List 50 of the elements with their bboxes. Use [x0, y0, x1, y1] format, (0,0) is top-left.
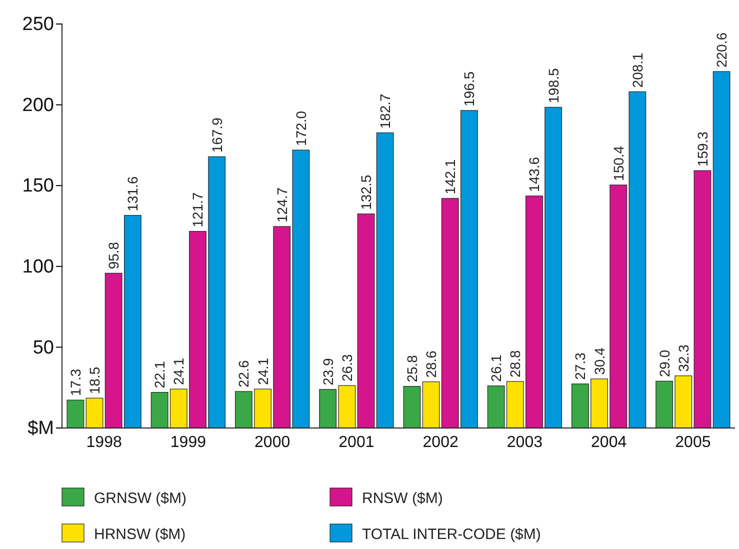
x-tick-label: 2003 [506, 434, 543, 451]
data-label: 167.9 [208, 117, 225, 153]
y-tick-label: 200 [22, 94, 54, 116]
data-label: 24.1 [170, 358, 187, 386]
data-label: 30.4 [591, 347, 608, 375]
data-label: 142.1 [442, 159, 458, 194]
data-label: 198.5 [545, 68, 562, 104]
data-label: 131.6 [124, 176, 141, 212]
x-tick-label: 2000 [254, 434, 290, 451]
data-label: 150.4 [610, 146, 626, 181]
data-label: 182.7 [377, 94, 394, 129]
data-label: 32.3 [675, 344, 692, 372]
data-label: 24.1 [254, 358, 271, 386]
data-label: 208.1 [629, 52, 646, 88]
y-tick-label: 100 [22, 256, 54, 278]
data-label: 121.7 [190, 192, 206, 228]
data-label: 27.3 [572, 352, 588, 380]
legend-label: TOTAL INTER-CODE ($M) [362, 526, 541, 543]
x-tick-label: 2001 [338, 434, 374, 451]
data-label: 220.6 [714, 32, 730, 68]
y-tick-label: 50 [32, 337, 54, 358]
data-label: 196.5 [461, 71, 478, 106]
y-tick-label: 250 [22, 14, 54, 36]
y-tick-label: 150 [22, 176, 54, 197]
y-tick-label: $M [28, 418, 54, 440]
data-label: 22.1 [152, 360, 168, 388]
data-label: 25.8 [404, 354, 420, 382]
data-label: 23.9 [320, 358, 336, 386]
data-label: 29.0 [656, 350, 672, 378]
x-tick-label: 2002 [422, 434, 458, 451]
data-label: 172.0 [292, 110, 309, 146]
data-label: 132.5 [358, 174, 374, 210]
data-label: 22.6 [236, 360, 252, 388]
legend-label: RNSW ($M) [362, 490, 443, 507]
data-label: 95.8 [106, 242, 122, 270]
data-label: 143.6 [526, 156, 542, 192]
data-label: 17.3 [67, 368, 84, 396]
data-label: 26.3 [338, 354, 355, 382]
data-label: 28.6 [423, 350, 440, 378]
data-label: 28.8 [507, 350, 524, 378]
x-tick-label: 2005 [675, 434, 711, 451]
legend-label: HRNSW ($M) [94, 526, 186, 543]
data-label: 159.3 [694, 131, 710, 167]
data-label: 18.5 [86, 366, 103, 394]
legend-label: GRNSW ($M) [94, 490, 186, 507]
data-label: 26.1 [488, 354, 504, 382]
x-tick-label: 2004 [591, 434, 627, 451]
x-tick-label: 1998 [86, 434, 122, 451]
data-label: 124.7 [274, 187, 290, 222]
x-tick-label: 1999 [170, 434, 206, 451]
